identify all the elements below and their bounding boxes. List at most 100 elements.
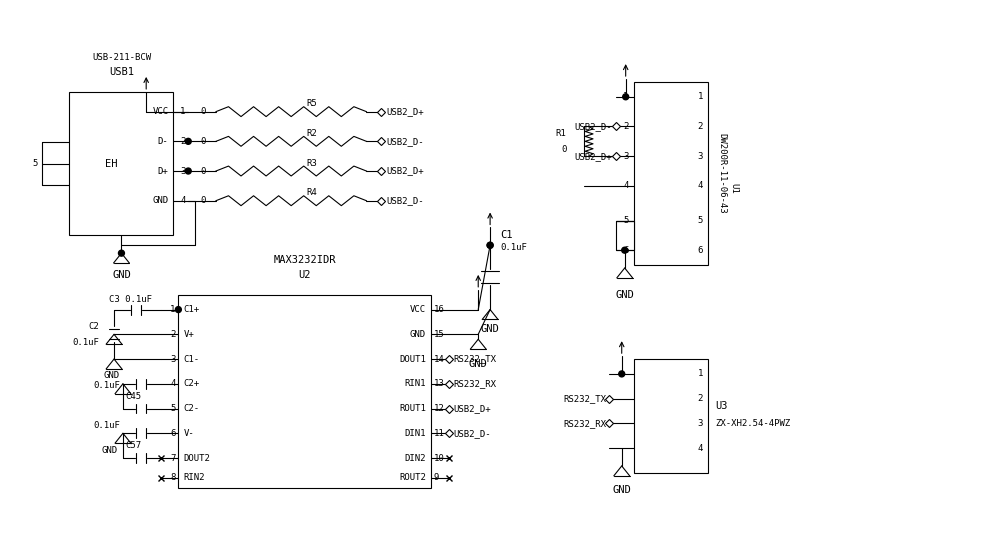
- Text: 7: 7: [170, 454, 175, 463]
- Text: 5: 5: [170, 404, 175, 413]
- Text: 3: 3: [170, 355, 175, 364]
- Text: 3: 3: [698, 152, 703, 161]
- Bar: [178, 295, 431, 488]
- Circle shape: [619, 371, 625, 377]
- Text: USB2_D+: USB2_D+: [386, 107, 424, 116]
- Text: 8: 8: [170, 473, 175, 483]
- Text: 2: 2: [698, 394, 703, 403]
- Circle shape: [185, 138, 191, 144]
- Text: 14: 14: [434, 355, 444, 364]
- Text: RS232_RX: RS232_RX: [563, 419, 606, 428]
- Text: RS232_TX: RS232_TX: [453, 355, 496, 364]
- Text: V-: V-: [183, 429, 194, 438]
- Text: 6: 6: [698, 246, 703, 254]
- Text: 9: 9: [434, 473, 439, 483]
- Text: DOUT2: DOUT2: [183, 454, 210, 463]
- Text: 1: 1: [698, 93, 703, 101]
- Text: USB2_D-: USB2_D-: [574, 122, 612, 131]
- Text: 1: 1: [180, 107, 186, 116]
- Text: ROUT2: ROUT2: [399, 473, 426, 483]
- Text: 5: 5: [32, 159, 38, 168]
- Text: 3: 3: [623, 152, 629, 161]
- Text: 4: 4: [623, 181, 629, 190]
- Circle shape: [487, 242, 493, 248]
- Text: USB2_D+: USB2_D+: [386, 167, 424, 175]
- Text: C2-: C2-: [183, 404, 199, 413]
- Text: USB2_D-: USB2_D-: [453, 429, 491, 438]
- Text: 6: 6: [623, 246, 629, 254]
- Text: RIN2: RIN2: [183, 473, 205, 483]
- Text: USB2_D-: USB2_D-: [386, 137, 424, 146]
- Text: R1: R1: [556, 129, 566, 138]
- Text: R3: R3: [306, 159, 317, 168]
- Text: DIN2: DIN2: [404, 454, 426, 463]
- Text: DW200R-11-06-43: DW200R-11-06-43: [717, 133, 726, 214]
- Text: 0: 0: [201, 167, 206, 175]
- Text: GND: GND: [104, 371, 120, 380]
- Text: 12: 12: [434, 404, 444, 413]
- Text: U2: U2: [298, 270, 311, 280]
- Bar: [634, 82, 708, 265]
- Text: RS232_TX: RS232_TX: [563, 394, 606, 403]
- Text: 2: 2: [623, 122, 629, 131]
- Text: 2: 2: [698, 122, 703, 131]
- Text: GND: GND: [615, 290, 634, 300]
- Text: 2: 2: [170, 330, 175, 339]
- Text: 0: 0: [201, 137, 206, 146]
- Text: 0.1uF: 0.1uF: [93, 381, 120, 390]
- Text: 4: 4: [698, 444, 703, 452]
- Text: 10: 10: [434, 454, 444, 463]
- Text: R2: R2: [306, 129, 317, 138]
- Text: 1: 1: [698, 370, 703, 378]
- Bar: [634, 359, 708, 473]
- Text: 13: 13: [434, 379, 444, 388]
- Text: USB2_D-: USB2_D-: [386, 196, 424, 205]
- Circle shape: [487, 242, 493, 248]
- Text: V+: V+: [183, 330, 194, 339]
- Text: GND: GND: [102, 445, 118, 455]
- Text: GND: GND: [481, 324, 499, 335]
- Text: GND: GND: [410, 330, 426, 339]
- Text: D-: D-: [158, 137, 168, 146]
- Circle shape: [118, 250, 124, 256]
- Text: USB2_D+: USB2_D+: [453, 404, 491, 413]
- Text: 3: 3: [698, 419, 703, 428]
- Text: C2+: C2+: [183, 379, 199, 388]
- Text: R4: R4: [306, 188, 317, 197]
- Text: USB2_D+: USB2_D+: [574, 152, 612, 161]
- Circle shape: [175, 307, 181, 313]
- Text: 4: 4: [180, 196, 186, 205]
- Text: C1+: C1+: [183, 305, 199, 314]
- Text: C2: C2: [88, 322, 99, 331]
- Text: 5: 5: [623, 216, 629, 225]
- Text: GND: GND: [469, 359, 488, 369]
- Circle shape: [622, 247, 628, 253]
- Text: RIN1: RIN1: [404, 379, 426, 388]
- Bar: [616, 221, 634, 250]
- Text: 15: 15: [434, 330, 444, 339]
- Text: 2: 2: [180, 137, 186, 146]
- Text: 0.1uF: 0.1uF: [72, 338, 99, 346]
- Text: DOUT1: DOUT1: [399, 355, 426, 364]
- Text: C1-: C1-: [183, 355, 199, 364]
- Text: 11: 11: [434, 429, 444, 438]
- Text: GND: GND: [612, 485, 631, 495]
- Text: MAX3232IDR: MAX3232IDR: [273, 255, 336, 265]
- Text: 1: 1: [170, 305, 175, 314]
- Text: 4: 4: [698, 181, 703, 190]
- Text: C3 0.1uF: C3 0.1uF: [109, 295, 152, 304]
- Text: C57: C57: [125, 441, 141, 450]
- Text: VCC: VCC: [410, 305, 426, 314]
- Circle shape: [623, 94, 629, 100]
- Text: R5: R5: [306, 99, 317, 108]
- Text: VCC: VCC: [152, 107, 168, 116]
- Text: USB1: USB1: [109, 67, 134, 77]
- Text: D+: D+: [158, 167, 168, 175]
- Text: 0.1uF: 0.1uF: [500, 243, 527, 252]
- Text: DIN1: DIN1: [404, 429, 426, 438]
- Bar: [69, 92, 173, 235]
- Text: C45: C45: [125, 392, 141, 401]
- Text: U1: U1: [729, 183, 738, 194]
- Text: 0.1uF: 0.1uF: [93, 421, 120, 430]
- Text: 0: 0: [561, 145, 566, 154]
